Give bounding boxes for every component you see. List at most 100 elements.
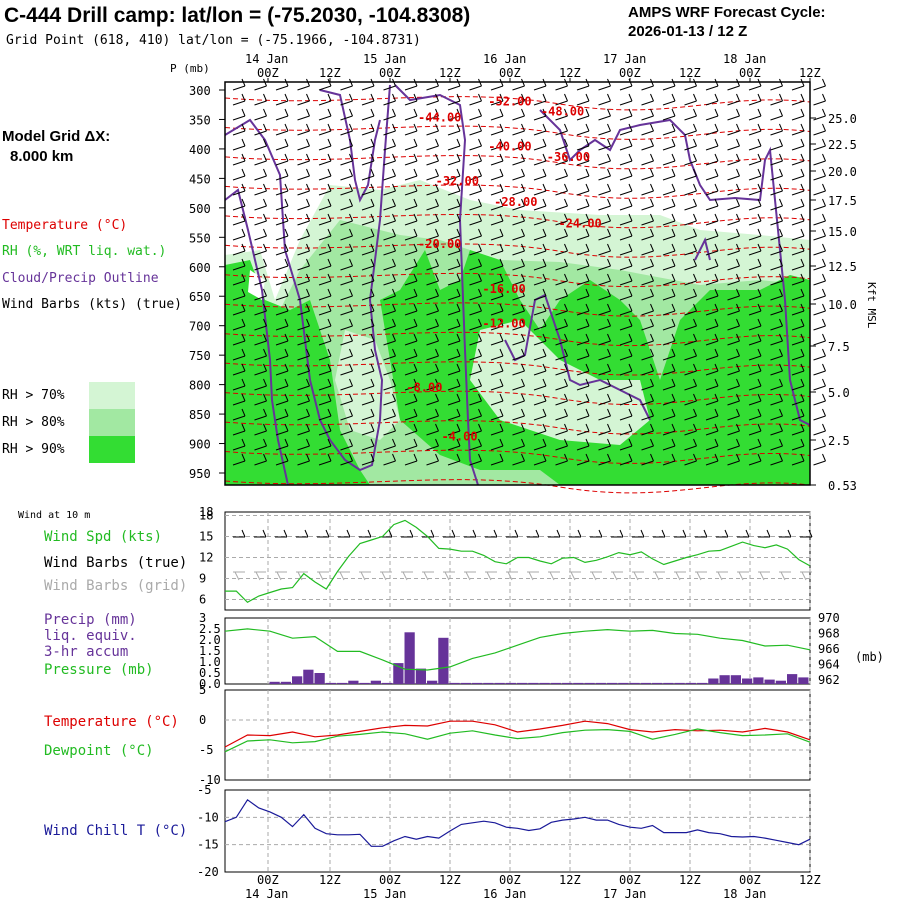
wind-barb-shaft: [641, 160, 654, 166]
wind-barb-flag: [822, 453, 826, 462]
wind-barb-shaft: [684, 205, 697, 211]
wind-barb-shaft: [684, 85, 697, 91]
forecast-cycle-label: AMPS WRF Forecast Cycle:: [628, 4, 826, 21]
wind-barb-shaft: [576, 85, 590, 91]
wind-barb-flag: [800, 408, 805, 417]
pressure-tick-label: 950: [189, 467, 211, 481]
wind-barb-flag: [370, 303, 375, 312]
wind-barb-shaft: [318, 235, 332, 241]
wind-barb-shaft: [383, 205, 396, 211]
dewpoint-line: [224, 728, 811, 753]
wind-barb-flag: [671, 378, 676, 387]
wind-barb-shaft: [662, 85, 676, 91]
cloud-outline-6: [319, 89, 381, 203]
wind-barb-shaft: [598, 250, 611, 256]
wind-barb-shaft: [791, 325, 805, 331]
wind-barb-shaft: [770, 310, 783, 316]
wind-barb-shaft: [297, 160, 310, 166]
bottom-day-label: 17 Jan: [603, 887, 646, 900]
pressure-tick-label: 800: [189, 379, 211, 393]
wind-barb-shaft: [727, 445, 740, 451]
wind-barb-true-flag: [409, 529, 414, 538]
wind-barb-shaft: [598, 340, 611, 346]
wind-barb-shaft: [748, 265, 762, 271]
wind-barb-shaft: [254, 295, 267, 301]
wind-barb-shaft: [490, 340, 504, 346]
wind-barb-flag: [392, 363, 396, 372]
top-day-label: 14 Jan: [245, 52, 288, 66]
pressure-tick-label: 900: [189, 438, 211, 452]
wind-barb-flag: [585, 288, 590, 297]
wind-barb-grid-flag: [297, 571, 303, 581]
wind-barb-flag: [779, 318, 783, 327]
wind-barb-flag: [284, 348, 289, 357]
wind-barb-flag: [693, 93, 697, 102]
wind-barb-shaft: [684, 145, 697, 151]
pressure-tick-label: 962: [818, 673, 840, 687]
wind-barb-shaft: [662, 415, 676, 421]
wind-barb-shaft: [297, 430, 310, 436]
wind-barb-flag: [478, 423, 482, 432]
wind-barb-flag: [349, 153, 353, 162]
wind-barb-flag: [263, 363, 267, 372]
wind-barb-grid-flag: [318, 571, 324, 581]
wind-barb-flag: [714, 243, 719, 252]
wind-barb-flag: [628, 303, 633, 312]
wind-barb-flag: [736, 153, 740, 162]
wind-barb-flag: [435, 123, 439, 132]
wind-barbs-xsec: [232, 78, 826, 466]
wind-barb-shaft: [426, 235, 439, 241]
wind-barb-shaft: [662, 445, 676, 451]
wind-barb-shaft: [533, 205, 547, 211]
wind-barb-flag: [822, 93, 826, 102]
wind-barb-shaft: [254, 430, 267, 436]
wind-barb-shaft: [791, 340, 805, 346]
wind-barb-shaft: [576, 340, 590, 346]
wind-barb-flag: [628, 438, 633, 447]
wind-barb-shaft: [447, 295, 461, 301]
wind-barb-shaft: [727, 145, 740, 151]
wind-barb-true-flag: [304, 529, 309, 538]
precip-bar: [269, 681, 280, 684]
precip-bar: [719, 675, 730, 684]
wind-barb-flag: [392, 408, 396, 417]
wind-barb-shaft: [533, 325, 547, 331]
wind-barb-shaft: [340, 355, 353, 361]
wind-barb-grid-flag: [234, 571, 240, 581]
precip-bar: [573, 682, 584, 684]
wind-barb-shaft: [555, 340, 568, 346]
wind-barb-shaft: [619, 430, 633, 436]
wind-barb-flag: [714, 153, 719, 162]
top-hour-label: 12Z: [319, 66, 341, 80]
wind-barb-shaft: [340, 205, 353, 211]
wind-barb-flag: [628, 243, 633, 252]
wind-barb-flag: [671, 183, 676, 192]
wind-barb-flag: [521, 423, 525, 432]
wind-barb-flag: [736, 318, 740, 327]
wind-barb-shaft: [426, 115, 439, 121]
wind-barb-shaft: [684, 355, 697, 361]
wind-barb-flag: [800, 303, 805, 312]
wind-barb-shaft: [254, 175, 267, 181]
legend-rh80: RH > 80%: [2, 415, 65, 430]
wind-barb-flag: [671, 423, 676, 432]
wind-barb-shaft: [791, 205, 805, 211]
wind-barb-flag: [435, 168, 439, 177]
wind-barb-shaft: [361, 280, 375, 286]
wind-barb-shaft: [533, 160, 547, 166]
top-hour-label: 12Z: [799, 66, 821, 80]
wind-barb-shaft: [490, 100, 504, 106]
wind-barb-shaft: [791, 430, 805, 436]
wind-barb-shaft: [490, 460, 504, 466]
wind-barb-shaft: [662, 145, 676, 151]
wind-barb-flag: [263, 423, 267, 432]
wind-barb-shaft: [512, 160, 525, 166]
wind-barb-shaft: [619, 115, 633, 121]
wind-barb-flag: [564, 438, 568, 447]
wind-barb-flag: [564, 138, 568, 147]
wind-barb-flag: [650, 123, 654, 132]
wind-barb-shaft: [684, 310, 697, 316]
wind-barb-shaft: [705, 355, 719, 361]
wind-barb-flag: [349, 453, 353, 462]
wind-barb-flag: [306, 438, 310, 447]
